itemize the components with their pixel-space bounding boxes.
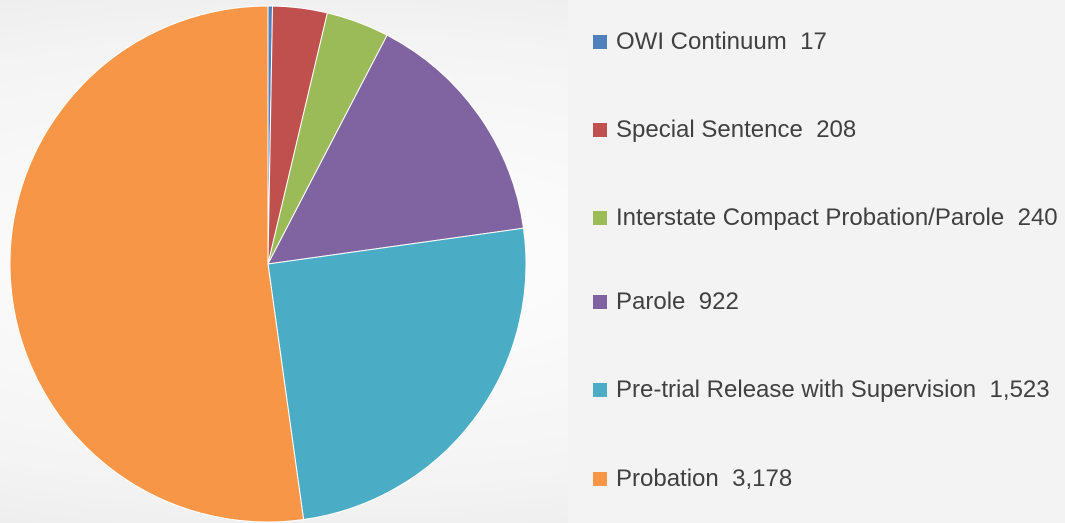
- legend-swatch: [593, 35, 607, 49]
- legend-item: Pre-trial Release with Supervision 1,523: [590, 372, 1060, 407]
- legend-label: Interstate Compact Probation/Parole: [616, 204, 1005, 231]
- pie-slice: [267, 34, 525, 265]
- legend-label: Pre-trial Release with Supervision: [616, 376, 977, 403]
- legend-label: OWI Continuum: [616, 28, 787, 55]
- legend-value: 240: [1017, 204, 1058, 231]
- legend-item: Interstate Compact Probation/Parole 240: [590, 200, 1060, 235]
- pie-slice: [267, 227, 527, 521]
- legend-swatch: [593, 211, 607, 225]
- legend-value: 922: [698, 288, 739, 315]
- legend-value: 1,523: [989, 376, 1050, 403]
- legend-label: Parole: [616, 288, 686, 315]
- legend-swatch: [593, 295, 607, 309]
- legend-swatch: [593, 123, 607, 137]
- legend-value: 17: [800, 28, 827, 55]
- pie-slice: [9, 5, 305, 523]
- legend-value: 208: [816, 116, 857, 143]
- legend-swatch: [593, 383, 607, 397]
- legend-label: Probation: [616, 465, 719, 492]
- legend-value: 3,178: [732, 465, 793, 492]
- pie-area: [9, 5, 527, 523]
- legend-label: Special Sentence: [616, 116, 803, 143]
- legend-swatch: [593, 472, 607, 486]
- legend-item: Probation 3,178: [590, 461, 1060, 496]
- legend-item: Parole 922: [590, 284, 1060, 319]
- legend-panel: [568, 0, 1065, 523]
- legend-item: Special Sentence 208: [590, 112, 1060, 147]
- legend-item: OWI Continuum 17: [590, 24, 1060, 59]
